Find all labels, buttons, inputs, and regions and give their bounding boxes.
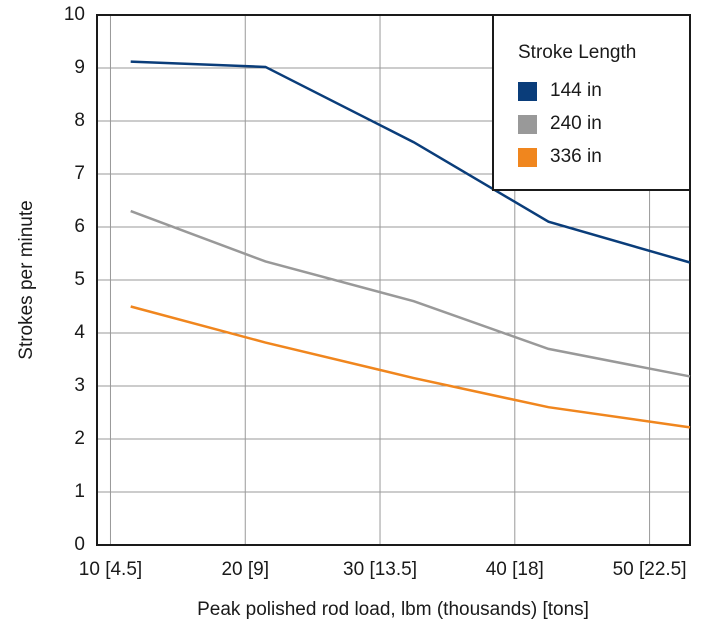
- x-axis-label: Peak polished rod load, lbm (thousands) …: [197, 599, 589, 620]
- legend-label: 336 in: [550, 146, 602, 167]
- y-tick-label: 6: [74, 216, 85, 237]
- y-tick-label: 2: [74, 428, 85, 449]
- y-tick-label: 10: [64, 4, 85, 25]
- plot-frame: [96, 14, 691, 546]
- x-tick-label: 10 [4.5]: [79, 559, 142, 580]
- series-line: [130, 60, 691, 264]
- y-tick-label: 1: [74, 481, 85, 502]
- y-tick-label: 4: [74, 322, 85, 343]
- y-tick-label: 0: [74, 534, 85, 555]
- x-tick-label: 20 [9]: [221, 559, 269, 580]
- legend-swatch: [518, 82, 537, 101]
- y-axis-label: Strokes per minute: [16, 200, 37, 359]
- legend-title: Stroke Length: [518, 42, 636, 63]
- y-tick-label: 7: [74, 163, 85, 184]
- x-tick-label: 30 [13.5]: [343, 559, 417, 580]
- series-line: [130, 305, 691, 429]
- y-tick-label: 5: [74, 269, 85, 290]
- x-tick-label: 50 [22.5]: [613, 559, 687, 580]
- y-tick-label: 8: [74, 110, 85, 131]
- y-tick-label: 3: [74, 375, 85, 396]
- series-line: [130, 209, 691, 378]
- legend-swatch: [518, 148, 537, 167]
- legend-label: 240 in: [550, 113, 602, 134]
- y-tick-label: 9: [74, 57, 85, 78]
- legend-label: 144 in: [550, 80, 602, 101]
- legend-swatch: [518, 115, 537, 134]
- x-tick-label: 40 [18]: [486, 559, 544, 580]
